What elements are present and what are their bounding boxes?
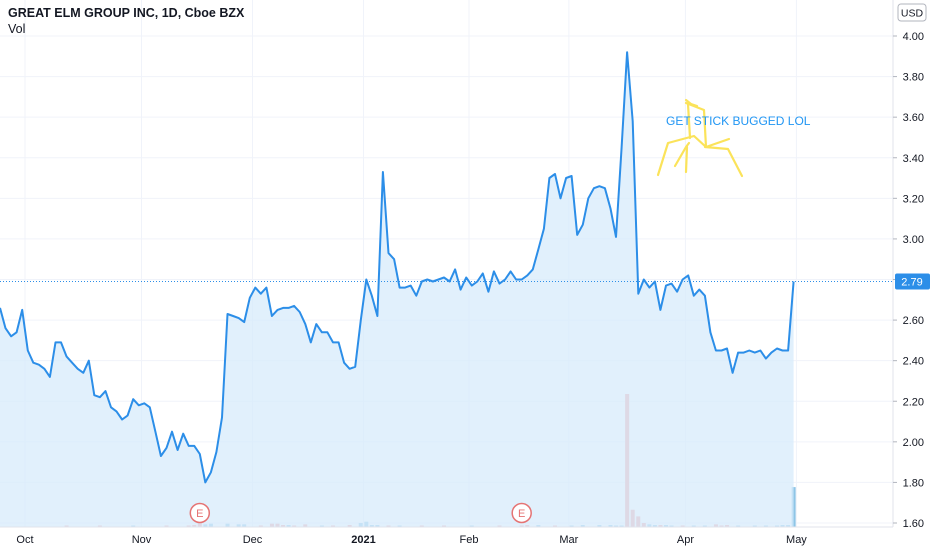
y-tick-label-3: 2.20 (903, 396, 924, 408)
doodle-stroke-3 (684, 145, 689, 174)
price-series-line (0, 51, 795, 484)
last-price-label: 2.79 (901, 277, 922, 289)
svg-text:E: E (518, 508, 525, 520)
earnings-marker-1: E (511, 502, 532, 524)
x-tick-label-4: Feb (459, 534, 478, 546)
currency-button[interactable]: USD (897, 3, 927, 22)
y-tick-label-7: 3.00 (903, 234, 924, 246)
x-tick-label-6: Apr (677, 534, 694, 546)
x-tick-label-3: 2021 (351, 534, 375, 546)
y-tick-label-11: 3.80 (903, 72, 924, 84)
doodle-stroke-0 (656, 134, 731, 177)
y-tick-label-5: 2.60 (903, 315, 924, 327)
last-price-badge: 2.79 (895, 273, 930, 290)
volume-bar-63 (791, 487, 796, 527)
price-area-fill (0, 52, 794, 527)
chart-annotation: GET STICK BUGGED LOL (666, 114, 811, 128)
chart-title: GREAT ELM GROUP INC, 1D, Cboe BZX (8, 6, 245, 20)
x-tick-label-0: Oct (16, 534, 33, 546)
x-tick-label-1: Nov (132, 534, 152, 546)
y-tick-label-10: 3.60 (903, 112, 924, 124)
svg-text:E: E (196, 508, 203, 520)
y-tick-label-1: 1.80 (903, 477, 924, 489)
y-tick-label-8: 3.20 (903, 193, 924, 205)
hand-drawn-doodle (656, 98, 744, 178)
x-tick-label-7: May (786, 534, 807, 546)
x-tick-label-5: Mar (559, 534, 578, 546)
earnings-marker-0: E (189, 502, 211, 524)
y-tick-label-2: 2.00 (903, 437, 924, 449)
doodle-stroke-6 (684, 101, 708, 149)
x-tick-label-2: Dec (243, 534, 263, 546)
y-tick-label-12: 4.00 (903, 31, 924, 43)
volume-indicator-label[interactable]: Vol (8, 22, 26, 36)
y-tick-label-0: 1.60 (903, 518, 924, 530)
y-tick-label-4: 2.40 (903, 356, 924, 368)
currency-label: USD (901, 8, 924, 20)
time-axis: Oct Nov Dec 2021 Feb Mar Apr May (0, 526, 893, 546)
doodle-stroke-4 (686, 102, 692, 140)
y-tick-label-9: 3.40 (903, 153, 924, 165)
doodle-stroke-5 (703, 145, 744, 178)
